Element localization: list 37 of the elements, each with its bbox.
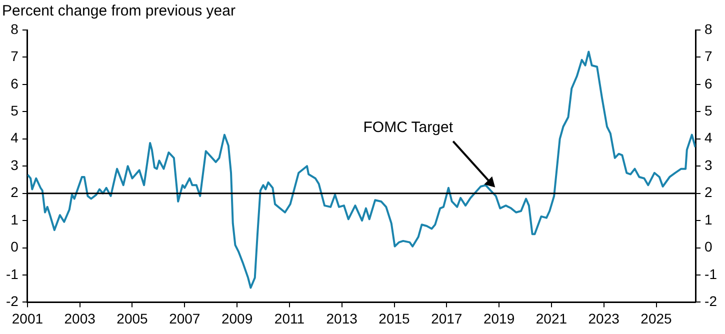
x-tick-label: 2013 (326, 310, 358, 326)
x-tick-label: 2005 (116, 310, 148, 326)
y-axis-title: Percent change from previous year (2, 2, 236, 20)
x-tick-label: 2017 (431, 310, 462, 326)
ref-line-label: FOMC Target (363, 118, 454, 136)
y-tick-label: 0 (10, 238, 19, 255)
x-tick-label: 2023 (588, 310, 620, 326)
x-tick-label: 2021 (536, 310, 568, 326)
y-tick-label: -2 (6, 293, 19, 310)
y2-tick-label: 6 (704, 75, 713, 92)
x-tick-label: 2007 (169, 310, 200, 326)
x-tick-label: 2001 (12, 310, 44, 326)
y2-tick-label: 5 (704, 102, 713, 119)
x-tick-label: 2009 (221, 310, 253, 326)
y2-tick-label: -2 (704, 293, 718, 310)
y2-tick-label: 2 (704, 184, 713, 200)
y-tick-label: 1 (10, 211, 19, 228)
y2-tick-label: 4 (704, 130, 713, 146)
y-tick-label: 5 (10, 102, 19, 119)
y-tick-label: 2 (10, 184, 19, 200)
y2-tick-label: 7 (704, 48, 713, 64)
x-tick-label: 2011 (274, 310, 305, 326)
y2-tick-label: 8 (704, 20, 713, 37)
y-tick-label: 6 (10, 75, 19, 92)
y-tick-label: 7 (10, 48, 19, 64)
y-tick-label: 8 (10, 20, 19, 37)
y2-tick-label: -1 (704, 266, 718, 282)
y2-tick-label: 1 (704, 211, 713, 228)
y-tick-label: 4 (10, 130, 19, 146)
x-tick-label: 2025 (640, 310, 672, 326)
y-tick-label: -1 (6, 266, 19, 282)
y-tick-label: 3 (10, 156, 19, 173)
x-tick-label: 2015 (378, 310, 410, 326)
y2-tick-label: 0 (704, 238, 713, 255)
x-tick-label: 2003 (64, 310, 96, 326)
x-tick-label: 2019 (483, 310, 515, 326)
y2-tick-label: 3 (704, 156, 713, 173)
